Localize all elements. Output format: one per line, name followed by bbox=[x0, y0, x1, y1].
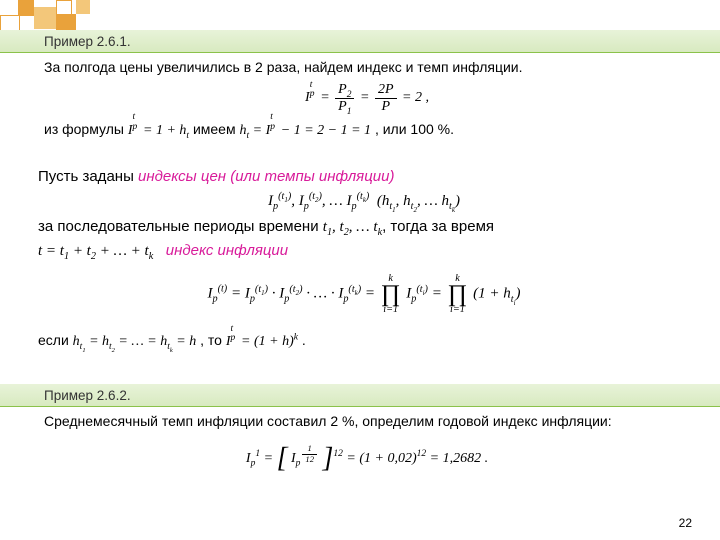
example-header-1: Пример 2.6.1. bbox=[0, 30, 720, 53]
theory-f2: Ip(t) = Ip(t1) · Ip(t2) · … · Ip(tk) = k… bbox=[38, 273, 690, 315]
theory-p2: за последовательные периоды времени t1, … bbox=[38, 215, 690, 239]
page-number: 22 bbox=[679, 516, 692, 530]
ex1-formula-1: Ipt = P2P1 = 2PP = 2 , bbox=[44, 82, 690, 114]
theory-p2c: индекс инфляции bbox=[166, 242, 288, 259]
theory-p3: если ht1 = ht2 = … = htk = h , то Ipt = … bbox=[38, 329, 690, 353]
theory-p2b: , тогда за время bbox=[382, 218, 494, 235]
theory-p2-line2: t = t1 + t2 + … + tk индекс инфляции bbox=[38, 239, 690, 263]
ex1-statement: За полгода цены увеличились в 2 раза, на… bbox=[44, 56, 690, 78]
theory-p1a: Пусть заданы bbox=[38, 168, 138, 185]
ex1-p2c: , или 100 %. bbox=[375, 121, 454, 137]
ex1-f1-tail: = 2 , bbox=[402, 91, 429, 106]
theory-p3b: , то bbox=[200, 332, 226, 348]
example-header-2: Пример 2.6.2. bbox=[0, 384, 720, 407]
ex1-line2: из формулы Ipt = 1 + ht имеем ht = Ipt −… bbox=[44, 118, 690, 142]
example-header-1-text: Пример 2.6.1. bbox=[44, 34, 131, 49]
theory-p3a: если bbox=[38, 332, 73, 348]
ex2-statement: Среднемесячный темп инфляции составил 2 … bbox=[44, 410, 690, 432]
ex1-p2b: имеем bbox=[193, 121, 240, 137]
example-header-2-text: Пример 2.6.2. bbox=[44, 388, 131, 403]
ex2-formula: Ip1 = [ Ip112 ]12 = (1 + 0,02)12 = 1,268… bbox=[44, 444, 690, 467]
theory-p1b: индексы цен (или темпы инфляции) bbox=[138, 168, 394, 185]
example-1-body: За полгода цены увеличились в 2 раза, на… bbox=[44, 56, 690, 143]
theory-p2a: за последовательные периоды времени bbox=[38, 218, 323, 235]
theory-f1: Ip(t1), Ip(t2), … Ip(tk) (ht1, ht2, … ht… bbox=[38, 193, 690, 211]
example-2-body: Среднемесячный темп инфляции составил 2 … bbox=[44, 410, 690, 471]
theory-p1: Пусть заданы индексы цен (или темпы инфл… bbox=[38, 165, 690, 189]
theory-block: Пусть заданы индексы цен (или темпы инфл… bbox=[38, 165, 690, 354]
ex1-p2a: из формулы bbox=[44, 121, 128, 137]
